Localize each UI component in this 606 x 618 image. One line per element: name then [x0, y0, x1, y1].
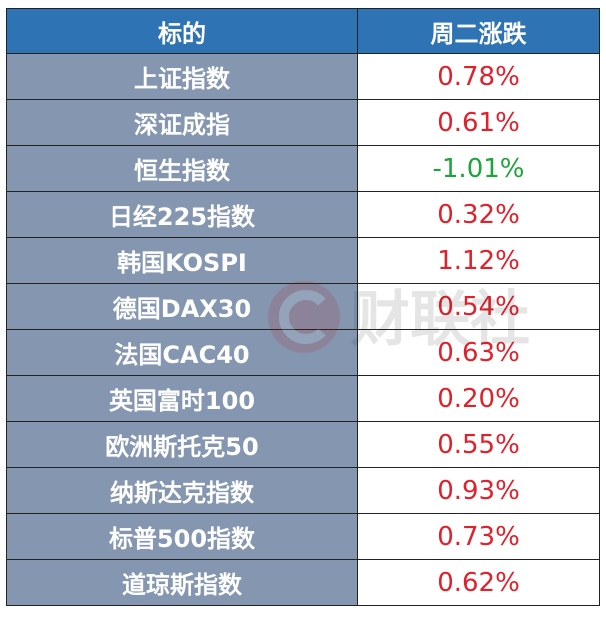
index-name-cell: 道琼斯指数 — [6, 559, 358, 606]
change-value-cell: 0.73% — [357, 513, 600, 560]
change-value-cell: 0.55% — [357, 421, 600, 468]
table-row: 英国富时100 0.20% — [6, 375, 600, 422]
index-name-cell: 标普500指数 — [6, 513, 358, 560]
index-name-cell: 上证指数 — [6, 53, 358, 100]
table-row: 德国DAX30 0.54% — [6, 283, 600, 330]
table-row: 法国CAC40 0.63% — [6, 329, 600, 376]
change-value-cell: 0.61% — [357, 99, 600, 146]
table-row: 恒生指数 -1.01% — [6, 145, 600, 192]
index-name-cell: 欧洲斯托克50 — [6, 421, 358, 468]
table-row: 道琼斯指数 0.62% — [6, 559, 600, 606]
index-name-cell: 法国CAC40 — [6, 329, 358, 376]
index-name-cell: 日经225指数 — [6, 191, 358, 238]
column-header-name: 标的 — [6, 8, 358, 54]
change-value-cell: 0.20% — [357, 375, 600, 422]
table-row: 欧洲斯托克50 0.55% — [6, 421, 600, 468]
table-row: 日经225指数 0.32% — [6, 191, 600, 238]
table-row: 标普500指数 0.73% — [6, 513, 600, 560]
table-row: 上证指数 0.78% — [6, 53, 600, 100]
table-body: 上证指数 0.78% 深证成指 0.61% 恒生指数 -1.01% 日经225指数 0.32%… — [6, 53, 600, 606]
change-value-cell: 0.62% — [357, 559, 600, 606]
index-name-cell: 纳斯达克指数 — [6, 467, 358, 514]
change-value-cell: 1.12% — [357, 237, 600, 284]
change-value-cell: -1.01% — [357, 145, 600, 192]
change-value-cell: 0.93% — [357, 467, 600, 514]
change-value-cell: 0.63% — [357, 329, 600, 376]
index-name-cell: 英国富时100 — [6, 375, 358, 422]
index-name-cell: 深证成指 — [6, 99, 358, 146]
index-name-cell: 恒生指数 — [6, 145, 358, 192]
change-value-cell: 0.54% — [357, 283, 600, 330]
index-change-table: 标的 周二涨跌 上证指数 0.78% 深证成指 0.61% 恒生指数 -1.01% 日经22… — [6, 8, 600, 606]
index-name-cell: 韩国KOSPI — [6, 237, 358, 284]
table-row: 纳斯达克指数 0.93% — [6, 467, 600, 514]
change-value-cell: 0.78% — [357, 53, 600, 100]
table-row: 深证成指 0.61% — [6, 99, 600, 146]
column-header-change: 周二涨跌 — [357, 8, 600, 54]
table-row: 韩国KOSPI 1.12% — [6, 237, 600, 284]
header-row: 标的 周二涨跌 — [6, 8, 600, 54]
index-name-cell: 德国DAX30 — [6, 283, 358, 330]
change-value-cell: 0.32% — [357, 191, 600, 238]
